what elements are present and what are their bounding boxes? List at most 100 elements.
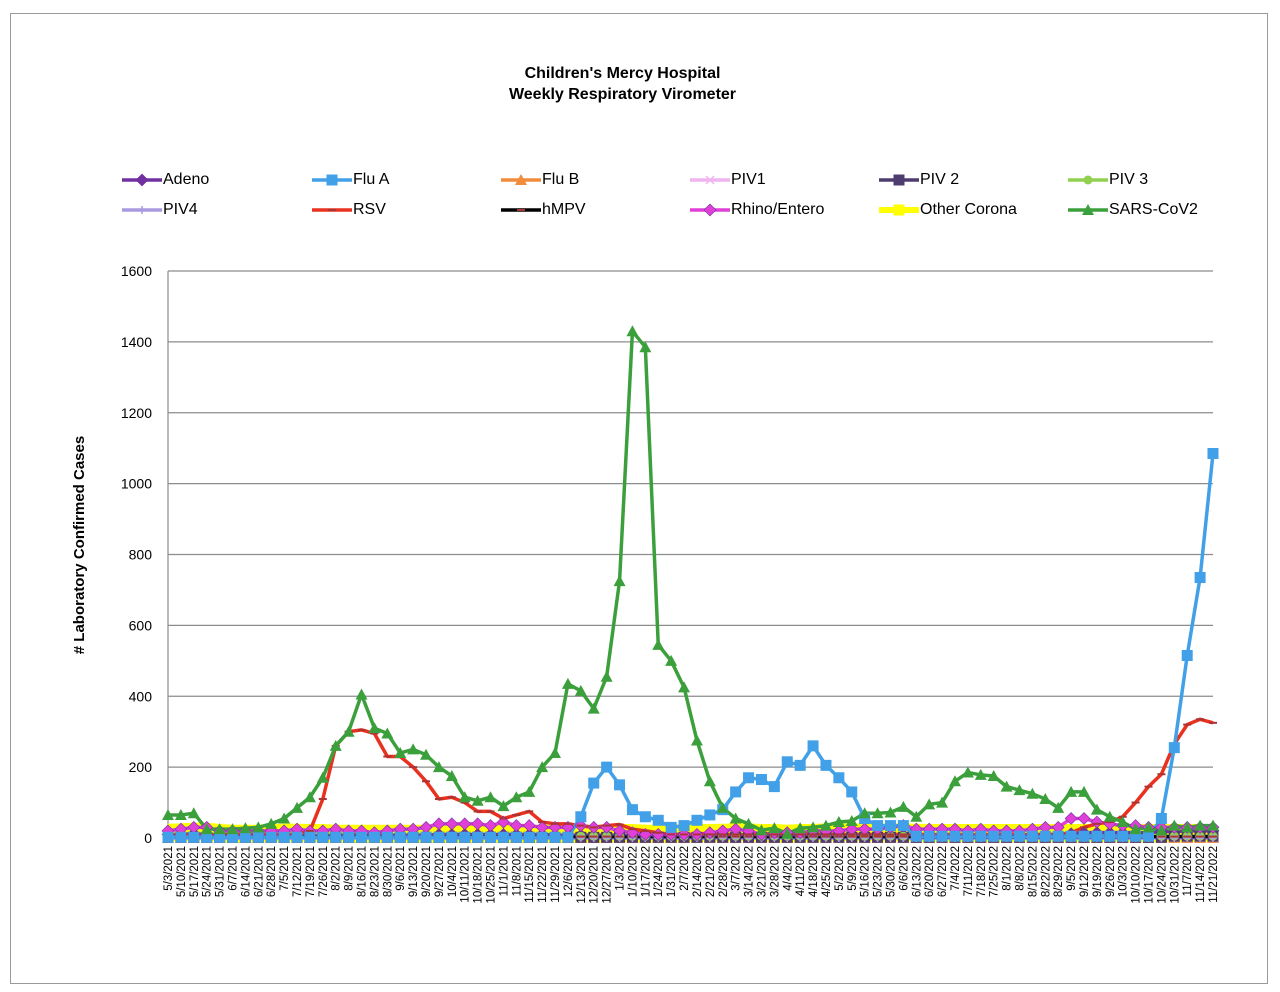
y-tick-label: 1600 xyxy=(121,263,152,279)
x-tick-label: 2/7/2022 xyxy=(679,846,691,891)
point-sars-cov2 xyxy=(794,822,807,834)
legend-swatch-piv1-icon xyxy=(690,175,730,185)
point-sars-cov2 xyxy=(716,801,729,813)
point-piv4 xyxy=(602,834,611,842)
x-tick-label: 1/10/2022 xyxy=(627,846,639,897)
point-sars-cov2 xyxy=(1065,785,1078,797)
point-flu-a xyxy=(1155,813,1167,825)
x-tick-label: 5/2/2022 xyxy=(834,846,846,891)
x-tick-label: 3/28/2022 xyxy=(769,846,781,897)
point-sars-cov2 xyxy=(213,823,226,835)
x-tick-label: 10/31/2022 xyxy=(1169,846,1181,904)
point-sars-cov2 xyxy=(471,794,484,806)
x-tick-label: 11/14/2022 xyxy=(1195,846,1207,903)
point-sars-cov2 xyxy=(432,761,445,773)
x-tick-label: 6/21/2021 xyxy=(253,846,265,897)
x-tick-label: 5/10/2021 xyxy=(176,846,188,897)
x-tick-label: 7/5/2021 xyxy=(279,846,291,891)
legend-marker xyxy=(893,174,905,186)
x-tick-label: 5/17/2021 xyxy=(189,846,201,897)
point-flu-a xyxy=(665,821,677,833)
x-tick-label: 6/28/2021 xyxy=(266,846,278,897)
x-tick-label: 5/31/2021 xyxy=(215,846,227,897)
point-sars-cov2 xyxy=(845,814,858,826)
x-tick-label: 3/21/2022 xyxy=(756,846,768,897)
x-tick-label: 7/12/2021 xyxy=(292,846,304,897)
x-tick-label: 11/15/2021 xyxy=(524,846,536,903)
point-flu-a xyxy=(162,831,174,843)
legend-swatch-rhino-entero-icon xyxy=(690,203,730,217)
x-tick-label: 5/3/2021 xyxy=(163,846,175,891)
x-tick-label: 9/13/2021 xyxy=(408,846,420,897)
point-sars-cov2 xyxy=(1103,810,1116,822)
point-flu-a xyxy=(859,813,871,825)
point-flu-a xyxy=(394,831,406,843)
legend-item: PIV1 xyxy=(690,171,766,189)
x-tick-label: 9/19/2022 xyxy=(1092,846,1104,897)
x-tick-label: 11/1/2021 xyxy=(498,846,510,896)
point-sars-cov2 xyxy=(484,791,497,803)
x-tick-label: 6/14/2021 xyxy=(240,846,252,897)
x-tick-label: 5/23/2022 xyxy=(873,846,885,897)
x-tick-label: 10/24/2022 xyxy=(1156,846,1168,904)
point-sars-cov2 xyxy=(497,800,510,812)
x-tick-label: 12/27/2021 xyxy=(602,846,614,904)
x-tick-label: 8/8/2022 xyxy=(1014,846,1026,891)
chart-subtitle: Weekly Respiratory Virometer xyxy=(508,86,737,103)
point-flu-a xyxy=(614,779,626,791)
point-sars-cov2 xyxy=(162,808,174,820)
legend-swatch-sars-cov2-icon xyxy=(1068,204,1108,215)
point-flu-a xyxy=(536,831,548,843)
point-sars-cov2 xyxy=(742,817,755,829)
point-flu-a xyxy=(807,740,819,752)
point-flu-a xyxy=(910,830,922,842)
legend-marker xyxy=(893,204,905,216)
point-flu-a xyxy=(1194,572,1206,584)
point-flu-a xyxy=(639,811,651,823)
x-tick-label: 8/2/2021 xyxy=(331,846,343,891)
x-tick-label: 6/7/2021 xyxy=(228,846,240,891)
x-tick-label: 5/16/2022 xyxy=(860,846,872,897)
point-piv4 xyxy=(1170,834,1179,842)
point-rhino-entero xyxy=(509,819,523,833)
point-sars-cov2 xyxy=(1116,816,1129,828)
legend-label: Other Corona xyxy=(920,201,1017,218)
y-tick-label: 1000 xyxy=(121,476,152,492)
legend-label: PIV1 xyxy=(731,171,766,188)
x-tick-label: 7/4/2022 xyxy=(950,846,962,891)
legend-marker xyxy=(703,203,717,217)
point-sars-cov2 xyxy=(174,808,187,820)
point-sars-cov2 xyxy=(187,807,200,819)
x-tick-label: 9/6/2021 xyxy=(395,846,407,891)
x-tick-label: 10/3/2022 xyxy=(1118,846,1130,897)
point-sars-cov2 xyxy=(961,766,974,778)
legend-swatch-hmpv-icon xyxy=(501,208,541,212)
point-sars-cov2 xyxy=(665,654,678,666)
point-flu-a xyxy=(872,820,884,832)
point-sars-cov2 xyxy=(948,775,961,787)
point-piv4 xyxy=(1209,834,1217,842)
point-flu-a xyxy=(781,756,793,768)
x-tick-label: 6/6/2022 xyxy=(898,846,910,891)
point-sars-cov2 xyxy=(252,821,265,833)
point-flu-a xyxy=(743,772,755,784)
point-sars-cov2 xyxy=(897,800,910,812)
point-sars-cov2 xyxy=(1155,824,1168,836)
point-sars-cov2 xyxy=(858,807,871,819)
x-tick-label: 8/30/2021 xyxy=(382,846,394,897)
x-tick-label: 11/22/2021 xyxy=(537,846,549,903)
series-line-flu-a xyxy=(168,453,1215,840)
point-flu-a xyxy=(1207,448,1219,460)
point-flu-a xyxy=(278,831,290,843)
legend-item: RSV xyxy=(312,201,386,219)
legend-marker xyxy=(1083,175,1093,185)
point-sars-cov2 xyxy=(587,702,600,714)
y-tick-label: 1400 xyxy=(121,334,152,350)
point-flu-a xyxy=(562,831,574,843)
point-flu-a xyxy=(1168,742,1180,754)
point-sars-cov2 xyxy=(1142,821,1155,833)
x-tick-label: 1/17/2022 xyxy=(640,846,652,897)
point-flu-a xyxy=(485,831,497,843)
y-tick-label: 800 xyxy=(129,547,153,563)
